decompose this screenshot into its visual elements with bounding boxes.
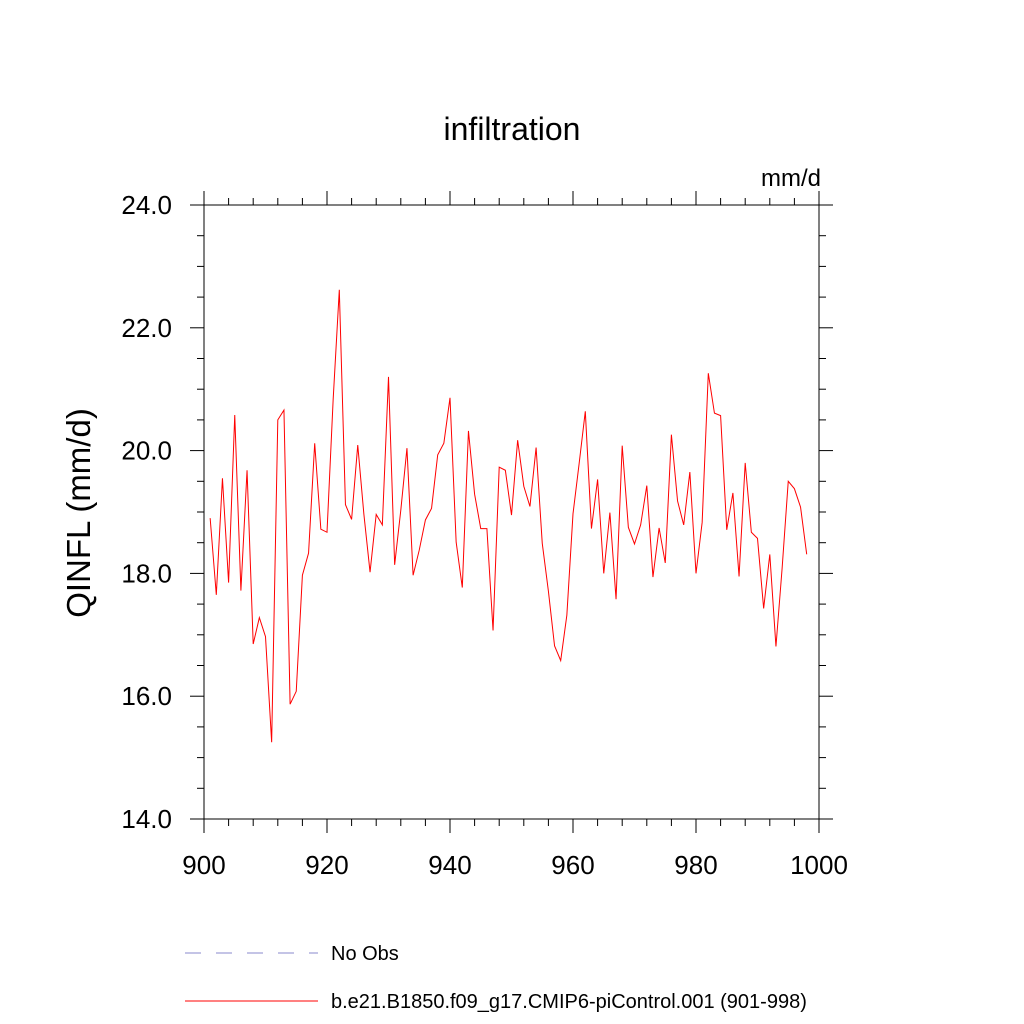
y-tick-label: 20.0	[121, 436, 172, 466]
axis-tick-labels: 900 920 940 960 980 1000 14.0 16.0 18.0 20.0 22.0 2…	[121, 190, 848, 880]
y-tick-label: 24.0	[121, 190, 172, 220]
y-tick-label: 16.0	[121, 681, 172, 711]
x-tick-label: 960	[551, 850, 594, 880]
legend-label-no-obs: No Obs	[331, 943, 399, 965]
x-tick-label: 1000	[790, 850, 848, 880]
x-tick-label: 980	[674, 850, 717, 880]
y-tick-label: 22.0	[121, 313, 172, 343]
x-tick-label: 940	[428, 850, 471, 880]
legend-label-picontrol: b.e21.B1850.f09_g17.CMIP6-piControl.001 …	[331, 991, 807, 1013]
chart-title: infiltration	[444, 111, 581, 147]
x-tick-label: 920	[305, 850, 348, 880]
series-layer	[209, 289, 808, 743]
y-axis-label: QINFL (mm/d)	[60, 408, 97, 618]
units-label: mm/d	[761, 165, 821, 192]
plot-area: 900 920 940 960 980 1000 14.0 16.0 18.0 20.0 22.0 2…	[121, 190, 848, 880]
y-tick-label: 18.0	[121, 558, 172, 588]
axis-ticks	[190, 191, 833, 833]
x-tick-label: 900	[182, 850, 225, 880]
series-line-0	[209, 289, 808, 743]
legend: No Obs b.e21.B1850.f09_g17.CMIP6-piContr…	[185, 943, 807, 1013]
y-tick-label: 14.0	[121, 804, 172, 834]
